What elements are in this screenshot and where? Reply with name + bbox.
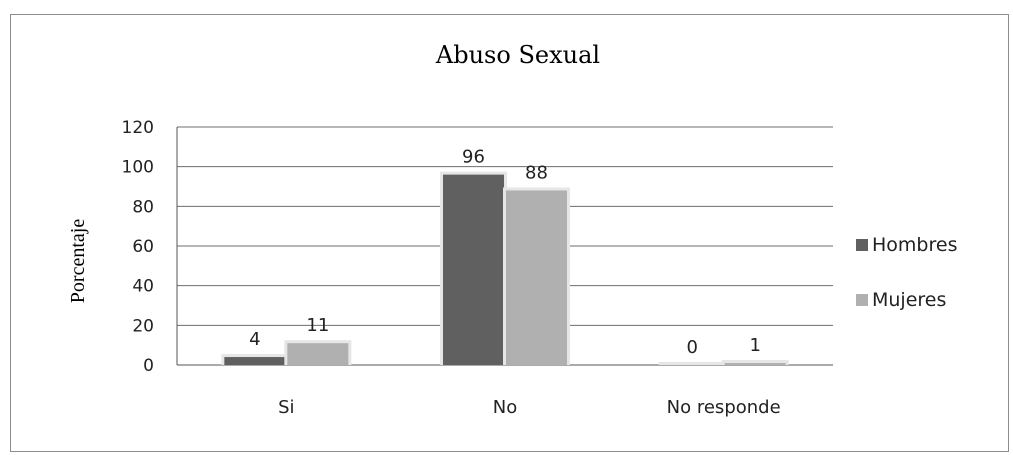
y-tick-label: 20 (132, 316, 154, 336)
bar-mujeres-si (287, 343, 349, 365)
y-tick-label: 0 (143, 356, 154, 376)
y-tick-label: 120 (122, 118, 154, 138)
data-label: 96 (462, 147, 485, 168)
y-tick-label: 80 (132, 197, 154, 217)
bar-hombres-no (443, 174, 504, 365)
y-tick-label: 100 (122, 158, 154, 178)
data-label: 1 (749, 335, 760, 356)
x-tick-label: No (493, 397, 517, 418)
y-axis-ticks: 0 20 40 60 80 100 120 (122, 118, 154, 376)
bars (221, 171, 789, 366)
bar-hombres-si (224, 357, 286, 365)
x-tick-label: Si (278, 397, 294, 418)
y-tick-label: 40 (132, 277, 154, 297)
data-label: 88 (525, 162, 548, 183)
y-axis-label: Porcentaje (67, 219, 89, 304)
chart-title: Abuso Sexual (435, 41, 600, 69)
y-tick-label: 60 (132, 237, 154, 257)
bar-shadow (721, 360, 789, 365)
bar-chart: Abuso Sexual Porcentaje 020406080100120 … (67, 41, 957, 418)
x-tick-label: No responde (667, 397, 781, 418)
legend-label-mujeres: Mujeres (872, 289, 946, 311)
data-label: 0 (686, 337, 697, 358)
x-axis-ticks: Si No No responde (278, 397, 781, 418)
legend: Hombres Mujeres (856, 234, 957, 311)
data-label: 11 (306, 315, 329, 336)
chart-frame: Abuso Sexual Porcentaje 0 20 40 60 80 100 120 … (10, 14, 1009, 452)
legend-label-hombres: Hombres (872, 234, 957, 256)
bar-shadow (658, 362, 726, 365)
legend-swatch-mujeres (856, 294, 868, 306)
legend-swatch-hombres (856, 239, 868, 251)
data-labels: 4 11 96 88 0 1 (249, 147, 761, 358)
data-label: 4 (249, 329, 260, 350)
bar-mujeres-no-responde (724, 363, 786, 365)
bar-mujeres-no (506, 190, 567, 365)
